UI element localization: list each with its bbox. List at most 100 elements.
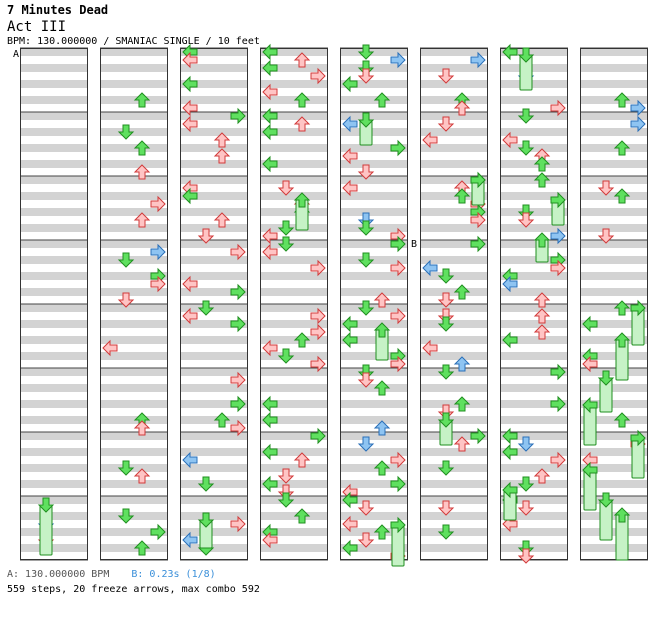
beat-stripe [260, 336, 328, 344]
beat-stripe [340, 96, 408, 104]
arrow-left [262, 395, 278, 413]
beat-stripe [20, 80, 88, 88]
beat-stripe [260, 448, 328, 456]
beat-stripe [180, 336, 248, 344]
arrow-right [150, 523, 166, 541]
arrow-left [342, 331, 358, 349]
beat-stripe [580, 464, 648, 472]
beat-stripe [420, 512, 488, 520]
beat-stripe [260, 464, 328, 472]
beat-stripe [100, 224, 168, 232]
beat-stripe [180, 64, 248, 72]
arrow-down [517, 436, 535, 452]
beat-stripe [20, 144, 88, 152]
arrow-down [277, 468, 295, 484]
beat-stripe [180, 416, 248, 424]
arrow-right [230, 315, 246, 333]
arrow-up [533, 292, 551, 308]
arrow-left [262, 531, 278, 549]
arrow-left [182, 275, 198, 293]
arrow-down [357, 372, 375, 388]
beat-stripe [340, 336, 408, 344]
arrow-up [293, 52, 311, 68]
freeze-arrow-head [630, 429, 646, 447]
freeze-arrow-head [437, 412, 455, 428]
beat-stripe [100, 320, 168, 328]
chart-column-frame [420, 48, 488, 560]
freeze-arrow-head [357, 112, 375, 128]
beat-stripe [340, 400, 408, 408]
beat-stripe [500, 528, 568, 536]
beat-stripe [340, 176, 408, 184]
arrow-right [630, 99, 646, 117]
arrow-right [310, 259, 326, 277]
arrow-down [517, 500, 535, 516]
beat-stripe [20, 464, 88, 472]
arrow-right [630, 115, 646, 133]
beat-stripe [20, 512, 88, 520]
beat-stripe [260, 304, 328, 312]
arrow-down [357, 300, 375, 316]
arrow-right [310, 355, 326, 373]
beat-stripe [180, 304, 248, 312]
beat-stripe [260, 288, 328, 296]
beat-stripe [500, 64, 568, 72]
beat-stripe [580, 240, 648, 248]
freeze-arrow-head [533, 232, 551, 248]
beat-stripe [20, 304, 88, 312]
beat-stripe [20, 384, 88, 392]
arrow-right [550, 451, 566, 469]
arrow-up [133, 420, 151, 436]
beat-stripe [180, 528, 248, 536]
beat-stripe [100, 160, 168, 168]
beat-stripe [180, 464, 248, 472]
bpm-legend: A: 130.000000 BPM B: 0.23s (1/8) [7, 569, 216, 580]
beat-stripe [260, 320, 328, 328]
arrow-down [437, 292, 455, 308]
arrow-up [373, 460, 391, 476]
beat-stripe [100, 176, 168, 184]
beat-stripe [340, 80, 408, 88]
freeze-arrow-head [582, 461, 598, 479]
arrow-right [230, 243, 246, 261]
arrow-down [517, 108, 535, 124]
beat-stripe [20, 400, 88, 408]
freeze-arrow-head [293, 192, 311, 208]
arrow-left [262, 339, 278, 357]
beat-stripe [340, 544, 408, 552]
arrow-left [102, 339, 118, 357]
beat-stripe [340, 320, 408, 328]
beat-stripe [420, 336, 488, 344]
beat-stripe [180, 144, 248, 152]
arrow-up [133, 164, 151, 180]
chart-column-frame [340, 48, 408, 560]
beat-stripe [500, 112, 568, 120]
arrow-right [390, 475, 406, 493]
arrow-right [550, 395, 566, 413]
beat-stripe [100, 272, 168, 280]
beat-stripe [180, 496, 248, 504]
chart-column-frame [580, 48, 648, 560]
beat-stripe [420, 288, 488, 296]
beat-stripe [500, 448, 568, 456]
beat-stripe [100, 80, 168, 88]
beat-stripe [420, 80, 488, 88]
arrow-up [133, 468, 151, 484]
beat-stripe [100, 496, 168, 504]
chart-column-frame [500, 48, 568, 560]
beat-stripe [500, 352, 568, 360]
beat-stripe [500, 400, 568, 408]
arrow-up [373, 420, 391, 436]
beat-stripe [500, 512, 568, 520]
beat-stripe [420, 224, 488, 232]
beat-stripe [340, 464, 408, 472]
beat-stripe [420, 480, 488, 488]
arrow-left [582, 315, 598, 333]
beat-stripe [500, 496, 568, 504]
chart-column-frame [180, 48, 248, 560]
chart-summary: 559 steps, 20 freeze arrows, max combo 5… [7, 584, 260, 595]
beat-stripe [420, 352, 488, 360]
arrow-right [230, 395, 246, 413]
beat-stripe [580, 208, 648, 216]
beat-stripe [260, 384, 328, 392]
